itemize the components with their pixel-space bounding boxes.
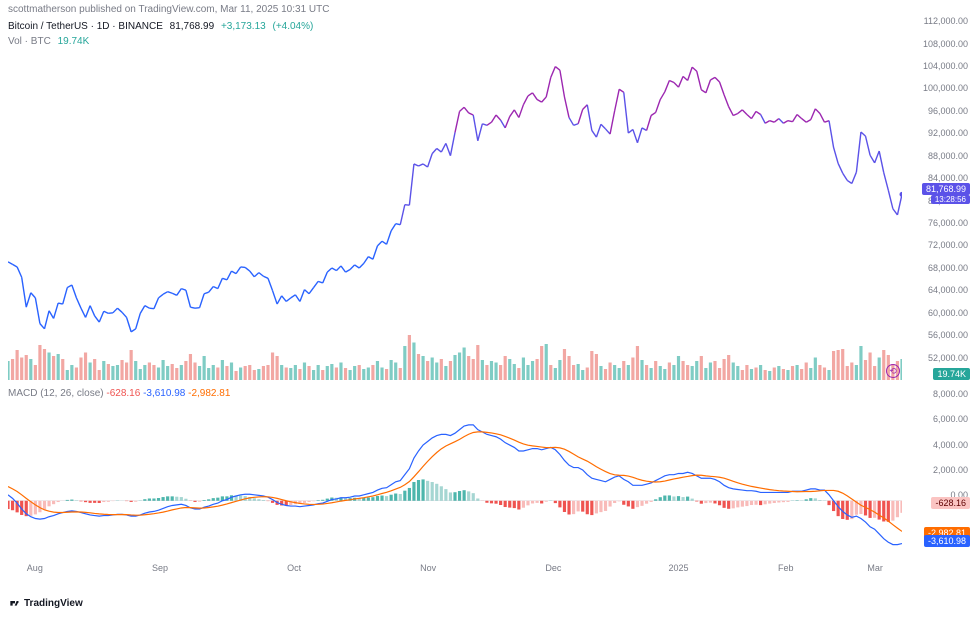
y-tick: 88,000.00 — [928, 151, 968, 161]
y-tick: 60,000.00 — [928, 308, 968, 318]
y-tick: 104,000.00 — [923, 61, 968, 71]
y-tick: 64,000.00 — [928, 285, 968, 295]
tradingview-logo-icon — [8, 597, 20, 609]
y-tick: 112,000.00 — [924, 16, 968, 26]
x-tick: Mar — [867, 563, 883, 573]
x-tick: Nov — [420, 563, 436, 573]
macd-label: MACD (12, 26, close) — [8, 388, 104, 399]
y-tick: 108,000.00 — [923, 39, 968, 49]
main-price-chart[interactable] — [8, 30, 902, 370]
macd-info: MACD (12, 26, close) -628.16 -3,610.98 -… — [8, 388, 230, 399]
macd-macd-tag: -3,610.98 — [924, 535, 970, 547]
y-tick: 100,000.00 — [923, 83, 968, 93]
countdown-tag: 13:28:56 — [931, 195, 970, 204]
reload-icon[interactable]: ⟲ — [886, 364, 900, 378]
y-tick: 72,000.00 — [928, 240, 968, 250]
macd-chart[interactable] — [8, 400, 902, 560]
x-tick: Sep — [152, 563, 168, 573]
x-tick: Feb — [778, 563, 794, 573]
macd-hist-val: -628.16 — [106, 388, 140, 399]
macd-hist-tag: -628.16 — [931, 497, 970, 509]
header-publish-info: scottmatherson published on TradingView.… — [0, 0, 972, 19]
macd-macd-val: -3,610.98 — [143, 388, 185, 399]
y-tick: 52,000.00 — [928, 353, 968, 363]
y-tick: 76,000.00 — [928, 218, 968, 228]
volume-chart[interactable] — [8, 330, 902, 380]
x-tick: Aug — [27, 563, 43, 573]
footer-brand-text: TradingView — [24, 598, 83, 609]
x-tick: Dec — [545, 563, 561, 573]
volume-tag: 19.74K — [933, 368, 970, 380]
y-tick: 84,000.00 — [928, 173, 968, 183]
y-tick: 56,000.00 — [928, 330, 968, 340]
x-tick: Oct — [287, 563, 301, 573]
macd-signal-val: -2,982.81 — [188, 388, 230, 399]
x-axis: Aug Sep Oct Nov Dec 2025 Feb Mar — [8, 563, 902, 577]
last-price-tag: 81,768.99 — [922, 183, 970, 195]
macd-y-tick: 2,000.00 — [933, 465, 968, 475]
footer-brand: TradingView — [8, 597, 83, 609]
y-axis-macd: 8,000.006,000.004,000.002,000.000.00-628… — [912, 388, 972, 558]
y-axis-price: 112,000.00 108,000.00 104,000.00 100,000.00… — [912, 10, 972, 380]
macd-y-tick: 6,000.00 — [933, 414, 968, 424]
macd-y-tick: 4,000.00 — [933, 440, 968, 450]
macd-y-tick: 8,000.00 — [933, 389, 968, 399]
y-tick: 68,000.00 — [928, 263, 968, 273]
x-tick: 2025 — [668, 563, 688, 573]
y-tick: 96,000.00 — [928, 106, 968, 116]
y-tick: 92,000.00 — [928, 128, 968, 138]
